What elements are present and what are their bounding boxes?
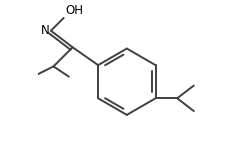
Text: N: N bbox=[41, 24, 50, 37]
Text: OH: OH bbox=[65, 4, 83, 17]
